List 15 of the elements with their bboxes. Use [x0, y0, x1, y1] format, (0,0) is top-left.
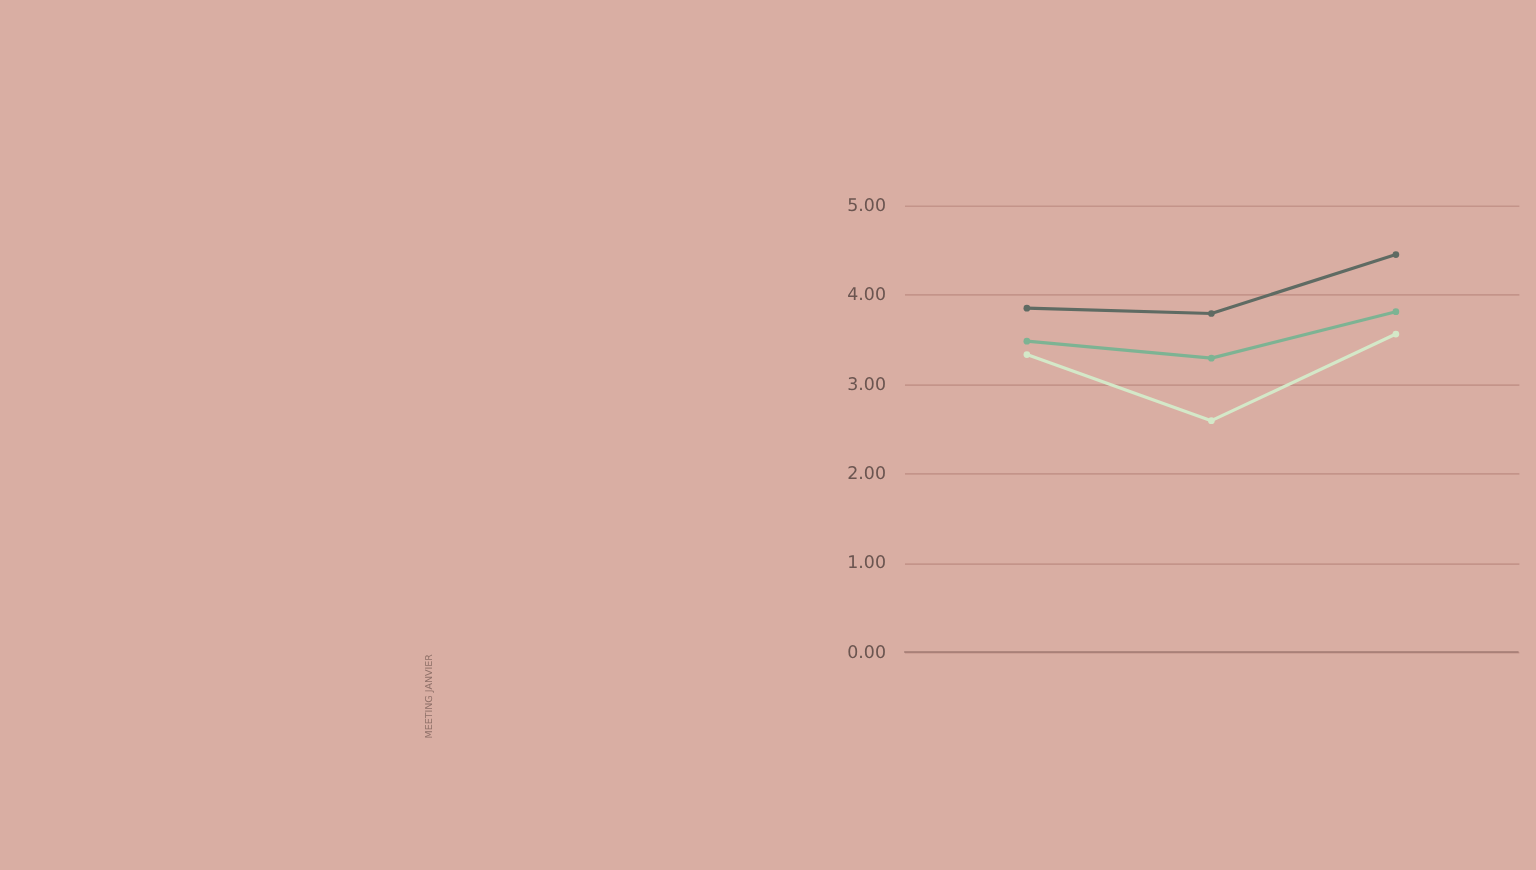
y-tick-label: 0.00 — [847, 643, 886, 664]
point — [1023, 337, 1031, 345]
point — [1023, 351, 1031, 358]
point — [1392, 330, 1400, 338]
y-tick-label: 2.00 — [847, 464, 886, 485]
point — [1208, 417, 1215, 425]
point — [1208, 354, 1215, 362]
y-tick-label: 4.00 — [847, 286, 886, 307]
point — [1023, 304, 1031, 312]
y-tick-label: 5.00 — [847, 196, 886, 217]
point — [1208, 310, 1215, 317]
y-tick-label: 3.00 — [847, 375, 886, 396]
point — [1392, 308, 1400, 316]
point — [1392, 251, 1400, 258]
y-tick-label: 1.00 — [847, 554, 886, 575]
